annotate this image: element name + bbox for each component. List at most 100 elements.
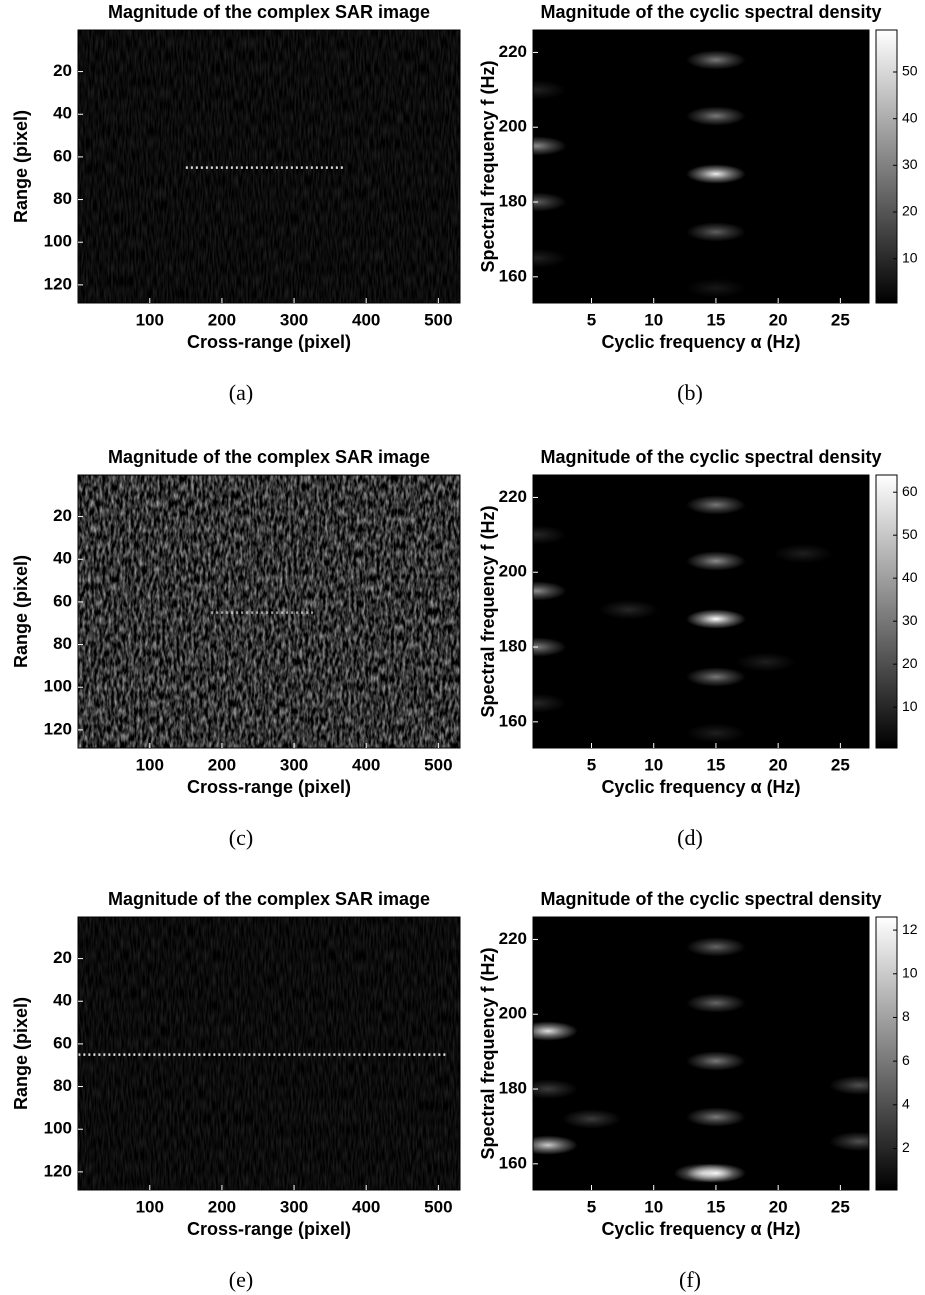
- x-tick-label: 400: [352, 755, 380, 774]
- x-tick-label: 300: [280, 1197, 308, 1216]
- y-tick-label: 160: [499, 711, 527, 730]
- y-tick-label: 120: [44, 719, 72, 738]
- y-tick-label: 200: [499, 1004, 527, 1023]
- y-tick-label: 100: [44, 232, 72, 251]
- image: [533, 937, 869, 1183]
- axes-frame: [77, 916, 461, 1191]
- x-axis-label: Cyclic frequency α (Hz): [601, 332, 800, 352]
- chart-title: Magnitude of the cyclic spectral density: [540, 889, 881, 909]
- panel: 10 20 30 40 50 5 10 15 20 25 160 180 200 220 Magnitude…: [478, 2, 918, 405]
- x-axis-label: Cross-range (pixel): [187, 332, 351, 352]
- peak: [533, 192, 567, 212]
- colorbar-tick-label: 30: [902, 156, 918, 172]
- image: [78, 30, 460, 303]
- x-tick-label: 20: [769, 310, 788, 329]
- peak: [686, 937, 746, 957]
- peak: [686, 106, 746, 126]
- y-tick-label: 60: [53, 1033, 72, 1052]
- x-tick-label: 200: [208, 755, 236, 774]
- speckle: [78, 475, 460, 748]
- x-axis-label: Cross-range (pixel): [187, 1219, 351, 1239]
- peak: [686, 723, 746, 743]
- x-tick-label: 20: [769, 1197, 788, 1216]
- x-tick-label: 500: [424, 310, 452, 329]
- colorbar-tick-label: 10: [902, 698, 918, 714]
- colorbar-tick-label: 12: [902, 921, 918, 937]
- peak: [533, 1135, 578, 1155]
- x-axis-label: Cyclic frequency α (Hz): [601, 777, 800, 797]
- image: [533, 50, 746, 298]
- y-tick-label: 100: [44, 1119, 72, 1138]
- peak: [533, 136, 567, 156]
- caption: (d): [677, 825, 703, 850]
- image: [533, 495, 833, 743]
- panel: 100 200 300 400 500 20 40 60 80 100 120 Magnitude o…: [11, 447, 461, 850]
- x-tick-label: 300: [280, 310, 308, 329]
- x-tick-label: 5: [587, 755, 596, 774]
- colorbar-tick-label: 30: [902, 612, 918, 628]
- peak: [686, 1107, 746, 1127]
- y-tick-label: 160: [499, 1153, 527, 1172]
- y-tick-label: 200: [499, 117, 527, 136]
- colorbar-tick-label: 40: [902, 569, 918, 585]
- x-tick-label: 400: [352, 310, 380, 329]
- colorbar: [875, 29, 898, 304]
- peak: [533, 1079, 578, 1099]
- y-axis-label: Range (pixel): [11, 555, 31, 668]
- x-tick-label: 25: [831, 1197, 850, 1216]
- image: [78, 917, 460, 1190]
- chart-title: Magnitude of the complex SAR image: [108, 889, 430, 909]
- y-tick-label: 80: [53, 634, 72, 653]
- y-tick-label: 20: [53, 61, 72, 80]
- x-tick-label: 100: [136, 755, 164, 774]
- panel: 100 200 300 400 500 20 40 60 80 100 120 Magnitude o…: [11, 2, 461, 405]
- x-tick-label: 100: [136, 310, 164, 329]
- peak: [829, 1075, 869, 1096]
- y-axis-label: Spectral frequency f (Hz): [478, 505, 498, 717]
- peak: [561, 1109, 622, 1129]
- colorbar-tick-label: 4: [902, 1096, 910, 1112]
- panel: 100 200 300 400 500 20 40 60 80 100 120 Magnitude o…: [11, 889, 461, 1292]
- y-axis-label: Range (pixel): [11, 997, 31, 1110]
- colorbar: [875, 916, 898, 1191]
- peak: [533, 1021, 578, 1041]
- panel: 10 20 30 40 50 60 5 10 15 20 25 160 180 200 220 Magnitu…: [478, 447, 918, 850]
- peak: [686, 551, 746, 571]
- x-tick-label: 15: [706, 755, 725, 774]
- x-tick-label: 200: [208, 1197, 236, 1216]
- colorbar-tick-label: 2: [902, 1139, 910, 1155]
- x-axis-label: Cross-range (pixel): [187, 777, 351, 797]
- caption: (a): [229, 380, 253, 405]
- chart-title: Magnitude of the cyclic spectral density: [540, 447, 881, 467]
- y-tick-label: 180: [499, 637, 527, 656]
- y-axis-label: Spectral frequency f (Hz): [478, 947, 498, 1159]
- y-tick-label: 180: [499, 192, 527, 211]
- panel: 2 4 6 8 10 12 5 10 15 20 25 160 180 200 220 Magnitude o…: [478, 889, 918, 1292]
- peak: [686, 993, 746, 1013]
- y-tick-label: 60: [53, 146, 72, 165]
- y-tick-label: 40: [53, 549, 72, 568]
- y-tick-label: 60: [53, 591, 72, 610]
- x-tick-label: 500: [424, 1197, 452, 1216]
- peak: [533, 693, 567, 713]
- x-tick-label: 200: [208, 310, 236, 329]
- axes-frame: [77, 474, 461, 749]
- peak: [686, 50, 746, 70]
- y-axis-label: Spectral frequency f (Hz): [478, 60, 498, 272]
- colorbar: [875, 474, 898, 749]
- x-tick-label: 15: [706, 1197, 725, 1216]
- image: [78, 475, 460, 748]
- colorbar-tick-label: 6: [902, 1052, 910, 1068]
- chart-title: Magnitude of the complex SAR image: [108, 447, 430, 467]
- x-tick-label: 10: [644, 755, 663, 774]
- peak: [673, 1163, 734, 1183]
- y-tick-label: 120: [44, 1161, 72, 1180]
- axes-frame: [532, 916, 870, 1191]
- caption: (e): [229, 1267, 253, 1292]
- y-tick-label: 100: [44, 677, 72, 696]
- peak: [686, 1051, 746, 1071]
- y-tick-label: 120: [44, 274, 72, 293]
- colorbar-tick-label: 20: [902, 203, 918, 219]
- peak: [686, 667, 746, 687]
